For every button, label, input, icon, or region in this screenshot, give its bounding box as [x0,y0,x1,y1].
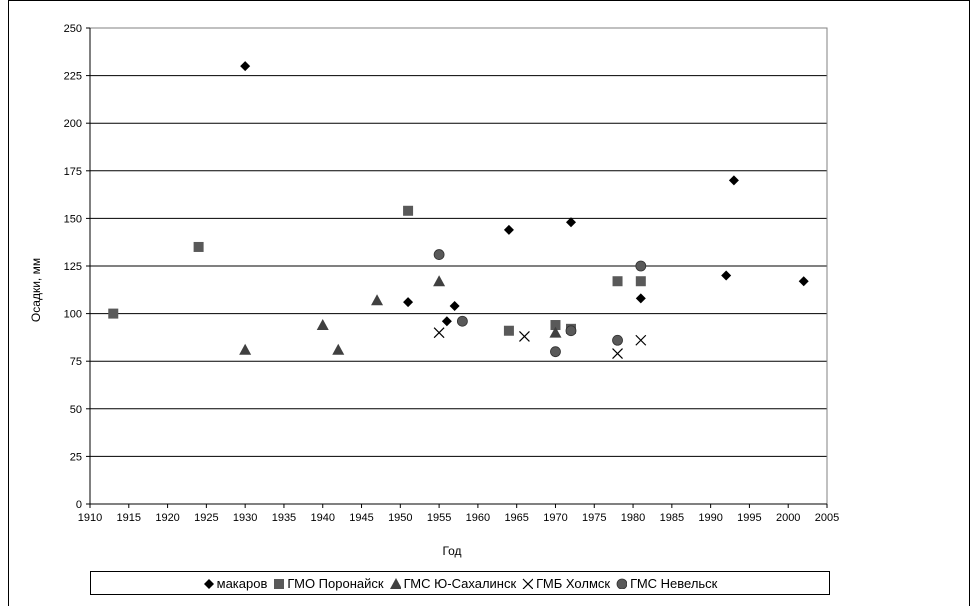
data-point [565,325,577,337]
data-point [612,334,623,346]
data-point [612,276,623,287]
x-tick-label: 1925 [194,512,218,524]
legend-marker-shape [389,577,401,589]
y-tick-label: 50 [70,404,82,416]
legend-marker-circle [616,578,628,589]
legend-marker-shape [203,578,214,589]
data-point [635,260,647,272]
y-tick-label: 125 [64,261,82,273]
x-tick-label: 1990 [698,512,722,524]
x-tick-label: 1935 [272,512,296,524]
legend-label: макаров [216,575,268,591]
data-point [549,326,562,338]
x-tick-label: 2000 [776,512,800,524]
y-tick-label: 150 [64,213,82,225]
legend-label: ГМБ Холмск [536,575,611,591]
legend: макаров ГМО Поронайск ГМС Ю-Сахалинск ГМБ Х… [90,571,830,595]
data-point [519,331,530,342]
data-point [403,297,414,308]
x-tick-labels: 1910 1915 1920 1925 1930 1935 1940 1945 1950 1955… [78,512,839,524]
x-tick-label: 1980 [621,512,645,524]
legend-label: ГМС Ю-Сахалинск [403,575,517,591]
data-point [503,325,514,336]
series-diamond [240,61,809,327]
data-point [565,217,576,228]
data-point [441,316,452,327]
x-tick-label: 1940 [310,512,334,524]
x-tick-label: 1920 [155,512,179,524]
y-tick-label: 100 [64,309,82,321]
data-point [433,275,446,287]
data-point [456,315,468,327]
x-axis-label: Год [442,544,461,558]
x-tick-label: 1965 [504,512,528,524]
data-point [550,346,561,358]
legend-item: ГМС Ю-Сахалинск [389,575,517,591]
series-cross [433,327,647,360]
data-point [403,205,414,216]
data-point [316,319,329,331]
y-tick-label: 0 [76,499,82,511]
series-circle [433,249,647,358]
x-tick-label: 1950 [388,512,412,524]
data-point [635,334,647,346]
data-point [433,327,445,339]
x-tick-label: 1910 [78,512,102,524]
x-tick-label: 1970 [543,512,567,524]
x-tick-label: 1945 [349,512,373,524]
legend-marker-square [274,578,285,589]
legend-marker-diamond [203,578,214,589]
data-point [433,249,445,260]
y-axis-label: Осадки, мм [29,258,43,322]
legend-marker-triangle [389,577,401,589]
data-point [193,241,204,252]
data-point [550,320,561,331]
series-triangle [239,275,562,355]
data-point [371,294,384,306]
y-tick-label: 225 [64,71,82,83]
axes [86,27,828,508]
x-tick-label: 1975 [582,512,606,524]
series-square [108,205,646,336]
legend-item: макаров [203,575,268,591]
y-tick-label: 25 [70,451,82,463]
data-point [721,270,732,281]
data-point [635,293,646,304]
legend-item: ГМБ Холмск [522,576,610,591]
y-tick-label: 175 [64,166,82,178]
y-tick-labels: 0 25 50 75 100 125 150 175 200 225 250 [64,23,82,511]
chart-frame [8,0,970,606]
legend-item: ГМС Невельск [616,576,717,591]
legend-marker-shape [616,578,628,589]
legend-item: ГМО Поронайск [273,575,384,591]
legend-marker-shape [274,578,285,589]
data-point [332,343,345,355]
data-point [635,276,646,287]
legend-marker-cross [522,578,534,589]
data-point [728,175,739,186]
data-point [108,308,119,319]
data-point [240,61,251,72]
x-tick-label: 1995 [737,512,761,524]
x-tick-label: 1915 [117,512,141,524]
legend-label: ГМС Невельск [630,575,718,591]
data-point [503,224,514,235]
data-point [612,348,623,360]
data-point [798,276,809,287]
data-point [239,343,252,355]
y-tick-label: 75 [70,356,82,368]
data-points [108,61,809,360]
x-tick-label: 2005 [815,512,839,524]
x-tick-label: 1930 [233,512,257,524]
legend-label: ГМО Поронайск [287,575,384,591]
y-tick-label: 200 [64,118,82,130]
legend-marker-shape [522,578,534,589]
data-point [449,300,460,311]
y-tick-label: 250 [64,23,82,35]
x-tick-label: 1985 [660,512,684,524]
x-tick-label: 1955 [427,512,451,524]
x-tick-label: 1960 [466,512,490,524]
